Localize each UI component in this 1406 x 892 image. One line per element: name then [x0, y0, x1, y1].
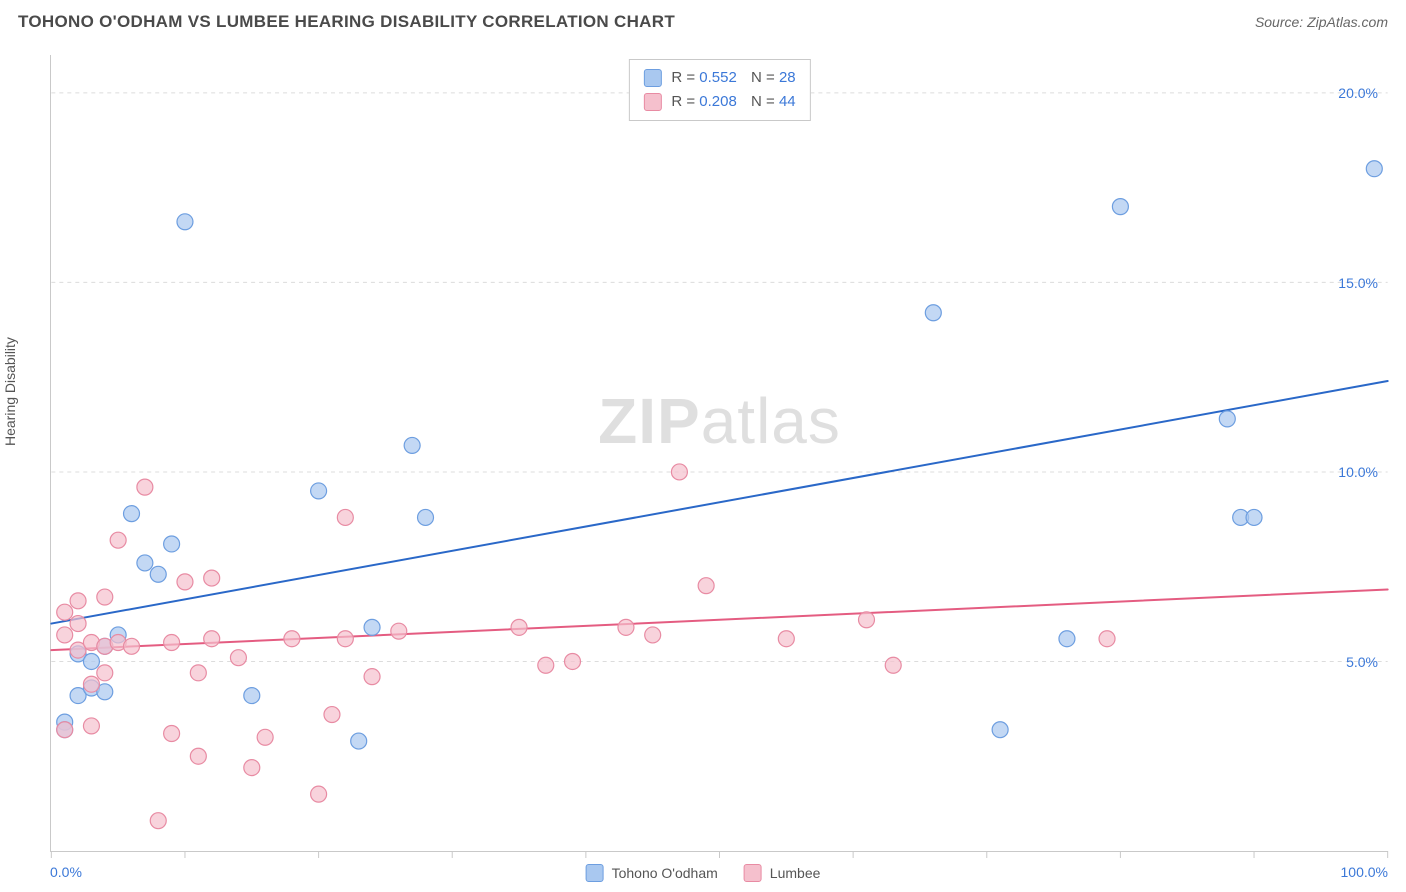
stats-row-lumbee: R = 0.208 N = 44	[643, 90, 795, 114]
legend-item-tohono: Tohono O'odham	[586, 864, 718, 882]
swatch-lumbee	[643, 93, 661, 111]
legend-label-lumbee: Lumbee	[770, 865, 821, 881]
x-axis-min-label: 0.0%	[50, 864, 82, 880]
chart-area: ZIPatlas R = 0.552 N = 28 R = 0.208 N = …	[50, 55, 1388, 852]
source-credit: Source: ZipAtlas.com	[1255, 14, 1388, 30]
swatch-lumbee	[744, 864, 762, 882]
plot-area: ZIPatlas R = 0.552 N = 28 R = 0.208 N = …	[50, 55, 1388, 852]
swatch-tohono	[586, 864, 604, 882]
swatch-tohono	[643, 69, 661, 87]
y-tick-label: 5.0%	[1346, 654, 1378, 670]
y-tick-label: 10.0%	[1338, 464, 1378, 480]
stats-legend-box: R = 0.552 N = 28 R = 0.208 N = 44	[628, 59, 810, 121]
x-axis-max-label: 100.0%	[1341, 864, 1388, 880]
chart-title: TOHONO O'ODHAM VS LUMBEE HEARING DISABIL…	[18, 12, 675, 32]
scatter-plot-svg	[51, 55, 1388, 851]
stats-row-tohono: R = 0.552 N = 28	[643, 66, 795, 90]
legend-label-tohono: Tohono O'odham	[612, 865, 718, 881]
legend-item-lumbee: Lumbee	[744, 864, 821, 882]
y-tick-label: 20.0%	[1338, 85, 1378, 101]
y-axis-label: Hearing Disability	[2, 337, 18, 446]
legend-bottom: Tohono O'odham Lumbee	[586, 864, 821, 882]
y-tick-label: 15.0%	[1338, 275, 1378, 291]
